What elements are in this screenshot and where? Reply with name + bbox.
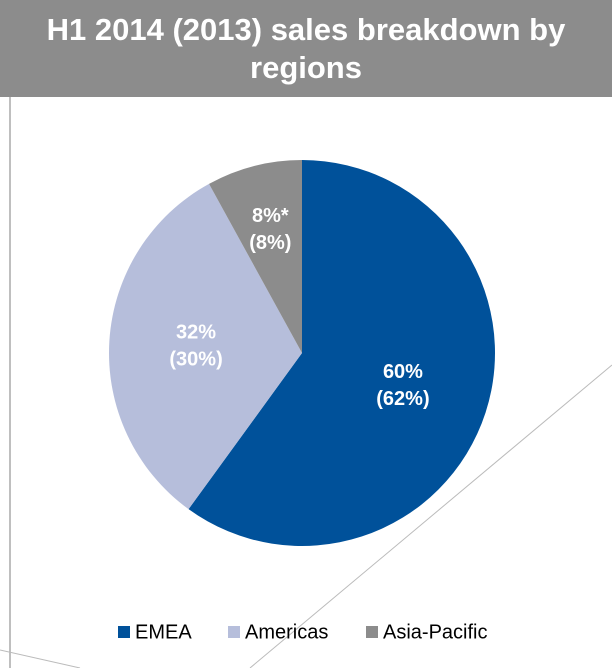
legend-swatch [118, 626, 130, 638]
legend: EMEA Americas Asia-Pacific [118, 621, 487, 643]
legend-swatch [366, 626, 378, 638]
value-label: 32% [176, 322, 216, 344]
chart-title: H1 2014 (2013) sales breakdown by region… [46, 11, 566, 85]
pie: 60% (62%) 32% (30%) 8%* (8%) [109, 160, 496, 546]
value-label: 8%* [252, 205, 289, 227]
pie-slice [188, 160, 496, 546]
prior-value-label: (30%) [169, 349, 222, 371]
legend-label: Asia-Pacific [383, 621, 487, 643]
pie-slice [109, 183, 302, 510]
prior-value-label: (62%) [376, 388, 429, 410]
prior-value-label: (8%) [249, 232, 291, 254]
decor-line [0, 649, 81, 668]
legend-label: EMEA [135, 621, 192, 643]
legend-swatch [228, 626, 240, 638]
pie-slice [209, 160, 302, 353]
decor-line [249, 364, 612, 668]
value-label: 60% [383, 361, 423, 383]
header-band: H1 2014 (2013) sales breakdown by region… [0, 0, 612, 97]
legend-label: Americas [245, 621, 328, 643]
